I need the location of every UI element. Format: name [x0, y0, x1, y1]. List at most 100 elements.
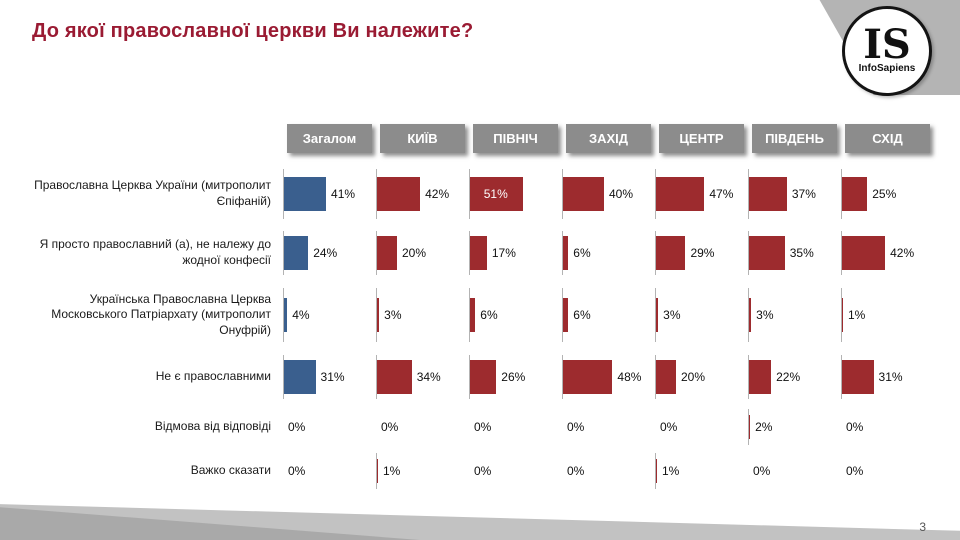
logo-name: InfoSapiens [858, 63, 916, 74]
bar-cell: 0% [283, 405, 376, 449]
bar-cell: 0% [283, 449, 376, 493]
row-label: Відмова від відповіді [154, 419, 271, 434]
bar [283, 298, 288, 332]
bar-cell: 0% [841, 405, 934, 449]
bar-value-label: 22% [776, 370, 801, 384]
bar-value-label: 48% [617, 370, 642, 384]
bar-cell: 31% [283, 349, 376, 405]
bar [655, 360, 676, 394]
bar-cell: 20% [376, 225, 469, 281]
bar-cell: 42% [841, 225, 934, 281]
bar-value-label: 0% [288, 464, 306, 478]
bar-cell: 31% [841, 349, 934, 405]
bar-cell: 4% [283, 281, 376, 349]
bar-cell: 0% [841, 449, 934, 493]
column-header-6: ПІВДЕНЬ [752, 124, 837, 153]
bar-cell: 22% [748, 349, 841, 405]
page-number: 3 [919, 520, 926, 534]
bar-value-label: 24% [313, 246, 338, 260]
bar-value-label: 51% [483, 187, 508, 201]
row-label: Важко сказати [190, 463, 271, 478]
chart-row: Православна Церква України (митрополит Є… [28, 163, 936, 225]
chart-header-row: Загалом КИЇВ ПІВНІЧ ЗАХІД ЦЕНТР ПІВДЕНЬ СХІД [28, 124, 936, 153]
bar-value-label: 37% [791, 187, 816, 201]
bar-value-label: 35% [789, 246, 814, 260]
bar-value-label: 6% [480, 308, 498, 322]
row-label: Українська Православна Церква Московсько… [51, 291, 271, 337]
bar-cell: 48% [562, 349, 655, 405]
bar-cell: 17% [469, 225, 562, 281]
bar-cell: 6% [469, 281, 562, 349]
bar-value-label: 3% [756, 308, 774, 322]
bar [283, 360, 316, 394]
bar-cell: 2% [748, 405, 841, 449]
bar-value-label: 29% [690, 246, 715, 260]
bar-value-label: 41% [331, 187, 356, 201]
bar-cell: 41% [283, 163, 376, 225]
bar [655, 298, 659, 332]
bar [748, 360, 772, 394]
bar-value-label: 20% [681, 370, 706, 384]
bar [748, 177, 787, 211]
bar-value-label: 0% [660, 420, 678, 434]
chart-row: Українська Православна Церква Московсько… [28, 281, 936, 349]
bar [748, 298, 752, 332]
column-header-3: ПІВНІЧ [473, 124, 558, 153]
bar [469, 298, 476, 332]
page-title: До якої православної церкви Ви належите? [32, 20, 474, 42]
bar-cell: 1% [841, 281, 934, 349]
logo-initials: IS [863, 21, 911, 68]
chart-row: Важко сказати 0% 1% 0% 0% 1% 0% 0% [28, 449, 936, 493]
bar-value-label: 20% [402, 246, 427, 260]
bar [562, 177, 604, 211]
bar-value-label: 0% [567, 464, 585, 478]
bar-value-label: 1% [662, 464, 680, 478]
bar [376, 177, 421, 211]
row-label: Православна Церква України (митрополит Є… [34, 178, 271, 208]
bar-cell: 47% [655, 163, 748, 225]
bar-value-label: 0% [846, 420, 864, 434]
bar-value-label: 25% [872, 187, 897, 201]
bar [469, 236, 487, 270]
chart-rows: Православна Церква України (митрополит Є… [28, 163, 936, 493]
bar-value-label: 0% [567, 420, 585, 434]
bar-cell: 0% [469, 449, 562, 493]
chart-row: Я просто православний (а), не належу до … [28, 225, 936, 281]
bar-value-label: 40% [609, 187, 634, 201]
bar-cell: 42% [376, 163, 469, 225]
bar [469, 360, 497, 394]
bar-value-label: 0% [288, 420, 306, 434]
bar-cell: 0% [562, 449, 655, 493]
bar [655, 236, 686, 270]
bar-cell: 0% [469, 405, 562, 449]
bar [562, 360, 613, 394]
bar [655, 459, 657, 483]
bar-cell: 51% [469, 163, 562, 225]
bar-cell: 3% [655, 281, 748, 349]
bar-cell: 6% [562, 225, 655, 281]
bar-value-label: 4% [292, 308, 310, 322]
row-label: Не є православними [155, 369, 271, 384]
bar-cell: 37% [748, 163, 841, 225]
bar [841, 177, 868, 211]
bar-value-label: 3% [384, 308, 402, 322]
bar-value-label: 6% [573, 246, 591, 260]
bar-cell: 34% [376, 349, 469, 405]
bar [748, 236, 785, 270]
bar [841, 236, 886, 270]
bar-cell: 40% [562, 163, 655, 225]
column-header-5: ЦЕНТР [659, 124, 744, 153]
bar-cell: 20% [655, 349, 748, 405]
chart-row: Відмова від відповіді 0% 0% 0% 0% 0% 2% 0% [28, 405, 936, 449]
bar-cell: 1% [655, 449, 748, 493]
bar-cell: 3% [748, 281, 841, 349]
bar [283, 177, 327, 211]
bar-cell: 0% [562, 405, 655, 449]
bar [841, 298, 843, 332]
bar [376, 459, 378, 483]
bar-value-label: 47% [709, 187, 734, 201]
bar-value-label: 31% [320, 370, 345, 384]
bar-cell: 0% [748, 449, 841, 493]
bar-value-label: 42% [890, 246, 915, 260]
bar-value-label: 0% [474, 464, 492, 478]
